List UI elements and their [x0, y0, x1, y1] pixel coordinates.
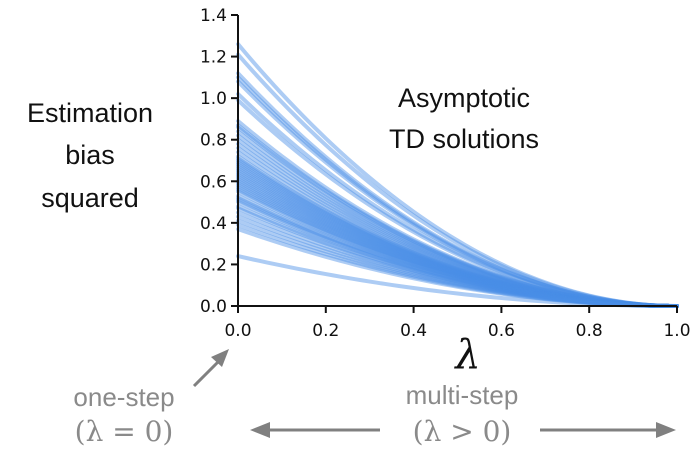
series-line-19	[236, 160, 679, 308]
series-line-4	[236, 79, 679, 308]
one-step-arrow-head	[211, 349, 229, 367]
ylabel-line-2: bias	[65, 140, 115, 170]
series-line-21	[236, 164, 679, 308]
series-line-36	[236, 197, 679, 308]
series-line-27	[236, 177, 679, 308]
series-line-18	[236, 158, 679, 308]
one-step-condition: (λ = 0)	[75, 415, 174, 448]
series-line-28	[236, 179, 679, 308]
series-line-1	[236, 52, 679, 308]
y-axis-ticks: 0.0 0.2 0.4 0.6 0.8 1.0 1.2 1.4	[200, 6, 238, 317]
series-line-16	[236, 154, 679, 308]
x-tick-label: 0.8	[576, 321, 603, 341]
y-tick-label: 1.2	[200, 48, 227, 68]
series-line-34	[236, 193, 679, 308]
one-step-label: one-step	[73, 382, 174, 412]
series-line-39	[236, 206, 679, 308]
x-tick-label: 1.0	[663, 321, 690, 341]
series-line-25	[236, 173, 679, 308]
series-line-45	[236, 254, 679, 308]
left-arrow-head	[250, 422, 270, 438]
annotation-line-1: Asymptotic	[398, 83, 530, 113]
series-line-37	[236, 200, 679, 308]
series-line-15	[236, 150, 679, 308]
series-line-14	[236, 146, 679, 308]
series-line-31	[236, 185, 679, 308]
series-line-9	[236, 125, 679, 308]
series-line-26	[236, 175, 679, 308]
series-line-23	[236, 168, 679, 308]
series-line-38	[236, 204, 679, 308]
series-line-43	[236, 222, 679, 308]
series-line-44	[236, 227, 679, 308]
series-line-29	[236, 181, 679, 308]
x-tick-label: 0.4	[400, 321, 427, 341]
series-curves	[236, 42, 679, 308]
series-line-13	[236, 141, 679, 308]
y-tick-label: 0.6	[200, 172, 227, 192]
y-tick-label: 1.0	[200, 89, 227, 109]
y-tick-label: 0.8	[200, 131, 227, 151]
multi-step-condition: (λ > 0)	[413, 415, 512, 448]
series-line-33	[236, 189, 679, 308]
x-tick-label: 0.2	[312, 321, 339, 341]
series-line-7	[236, 119, 679, 308]
ylabel-line-1: Estimation	[27, 98, 153, 128]
series-line-8	[236, 123, 679, 308]
xlabel-lambda: λ	[453, 332, 480, 378]
series-line-42	[236, 218, 679, 308]
series-line-30	[236, 183, 679, 308]
series-line-40	[236, 210, 679, 308]
y-tick-label: 0.0	[200, 297, 227, 317]
series-line-0	[236, 42, 679, 308]
y-tick-label: 1.4	[200, 6, 227, 26]
series-line-10	[236, 129, 679, 308]
series-line-5	[236, 91, 679, 308]
series-line-24	[236, 170, 679, 308]
series-line-20	[236, 162, 679, 308]
x-tick-label: 0.0	[224, 321, 251, 341]
series-line-22	[236, 166, 679, 308]
series-line-2	[236, 71, 679, 308]
series-line-32	[236, 187, 679, 308]
ylabel-line-3: squared	[41, 183, 139, 213]
series-line-3	[236, 75, 679, 308]
x-axis-ticks: 0.0 0.2 0.4 0.6 0.8 1.0	[224, 306, 691, 341]
series-line-11	[236, 133, 679, 308]
series-line-41	[236, 214, 679, 308]
series-line-17	[236, 156, 679, 308]
series-line-6	[236, 98, 679, 308]
y-tick-label: 0.2	[200, 255, 227, 275]
annotation-line-2: TD solutions	[389, 124, 539, 154]
series-line-35	[236, 195, 679, 308]
multi-step-label: multi-step	[406, 380, 519, 410]
series-line-12	[236, 137, 679, 308]
y-tick-label: 0.4	[200, 214, 227, 234]
right-arrow-head	[656, 422, 676, 438]
x-tick-label: 0.6	[488, 321, 515, 341]
